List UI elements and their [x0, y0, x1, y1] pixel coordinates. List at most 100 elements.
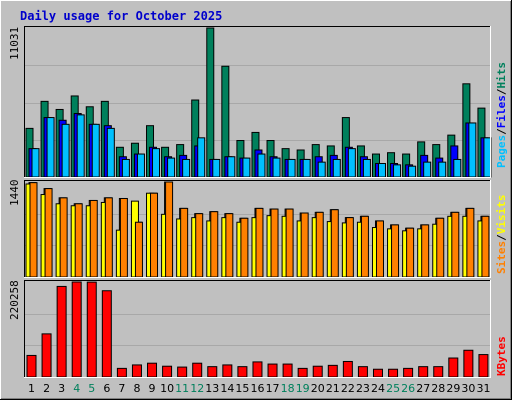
kbytes-bar: [192, 362, 203, 378]
pages-bar: [317, 161, 326, 178]
pages-bar: [136, 153, 145, 178]
day-label: 30: [461, 382, 475, 395]
pages-bar: [242, 157, 251, 178]
kbytes-bar: [448, 357, 459, 378]
legend-separator-1: /: [495, 128, 508, 135]
kbytes-bar: [41, 333, 52, 378]
day-label: 23: [356, 382, 370, 395]
visits-bar: [481, 215, 490, 278]
day-label: 15: [235, 382, 249, 395]
hits-files-pages-max-label: 11031: [8, 27, 21, 60]
pages-bar: [483, 137, 492, 178]
visits-bar: [451, 211, 460, 278]
legend-separator-3: /: [495, 234, 508, 241]
kbytes-bar: [282, 363, 293, 378]
visits-bar: [255, 207, 264, 278]
visits-bar: [391, 224, 400, 278]
kbytes-bar: [207, 366, 218, 378]
day-label: 9: [149, 382, 156, 395]
legend-pages: Pages: [495, 135, 508, 168]
visits-bar: [119, 197, 128, 278]
kbytes-bar: [342, 360, 353, 378]
visits-bar: [360, 215, 369, 278]
kbytes-bar: [388, 368, 399, 378]
hits-files-pages-bars: [25, 27, 492, 178]
pages-bar: [76, 114, 85, 178]
legend-hits: Hits: [495, 62, 508, 89]
pages-bar: [287, 158, 296, 178]
day-label: 28: [431, 382, 445, 395]
pages-bar: [347, 148, 356, 178]
legend-separator-2: /: [495, 88, 508, 95]
visits-bar: [421, 224, 430, 278]
kbytes-bar: [357, 366, 368, 378]
hits-files-pages-legend: Pages/Files/Hits: [495, 62, 508, 168]
visits-bar: [466, 207, 475, 278]
visits-bar: [240, 217, 249, 278]
day-label: 25: [386, 382, 400, 395]
day-label: 13: [205, 382, 219, 395]
visits-bar: [89, 199, 98, 278]
kbytes-bar: [56, 285, 67, 378]
day-label: 17: [266, 382, 280, 395]
kbytes-bar: [463, 349, 474, 378]
pages-bar: [91, 123, 100, 178]
kbytes-bar: [177, 366, 188, 378]
day-label: 27: [416, 382, 430, 395]
kbytes-bar: [131, 364, 142, 378]
day-label: 6: [103, 382, 110, 395]
visits-bar: [285, 208, 294, 278]
pages-bar: [152, 148, 161, 178]
kbytes-legend: KBytes: [495, 336, 508, 376]
day-label: 31: [476, 382, 490, 395]
day-label: 8: [133, 382, 140, 395]
day-label: 7: [118, 382, 125, 395]
kbytes-bar: [86, 281, 97, 378]
visits-bar: [270, 208, 279, 278]
pages-bar: [408, 165, 417, 178]
day-label: 26: [401, 382, 415, 395]
kbytes-bar: [372, 368, 383, 378]
visits-sites-legend: Sites/Visits: [495, 195, 508, 275]
visits-bar: [74, 203, 83, 278]
legend-visits: Visits: [495, 195, 508, 235]
visits-bar: [300, 212, 309, 278]
kbytes-bar: [312, 365, 323, 378]
hits-files-pages-panel: 11031 Pages/Files/Hits: [8, 26, 508, 178]
legend-kbytes: KBytes: [495, 336, 508, 376]
pages-bar: [121, 158, 130, 178]
day-label: 14: [220, 382, 234, 395]
pages-bar: [61, 123, 70, 178]
pages-bar: [423, 161, 432, 178]
kbytes-bar: [252, 361, 263, 378]
day-label: 11: [175, 382, 189, 395]
pages-bar: [377, 162, 386, 178]
kbytes-bar: [327, 364, 338, 378]
kbytes-bar: [26, 354, 37, 378]
pages-bar: [332, 158, 341, 178]
kbytes-bar: [237, 366, 248, 378]
visits-bar: [29, 182, 38, 278]
pages-bar: [468, 122, 477, 178]
kbytes-bar: [297, 367, 308, 378]
day-label: 19: [296, 382, 310, 395]
hits-bar: [206, 27, 215, 178]
kbytes-bar: [162, 365, 173, 378]
day-label: 10: [160, 382, 174, 395]
pages-bar: [257, 153, 266, 178]
day-label: 1: [28, 382, 35, 395]
visits-bar: [436, 217, 445, 278]
visits-bar: [180, 207, 189, 278]
pages-bar: [182, 158, 191, 178]
day-label: 2: [43, 382, 50, 395]
pages-bar: [31, 148, 40, 178]
pages-bar: [167, 157, 176, 178]
day-label: 5: [88, 382, 95, 395]
visits-sites-max-label: 1440: [8, 180, 21, 207]
pages-bar: [227, 156, 236, 178]
kbytes-bar: [101, 290, 112, 378]
visits-bar: [225, 213, 234, 278]
kbytes-bar: [71, 281, 82, 378]
